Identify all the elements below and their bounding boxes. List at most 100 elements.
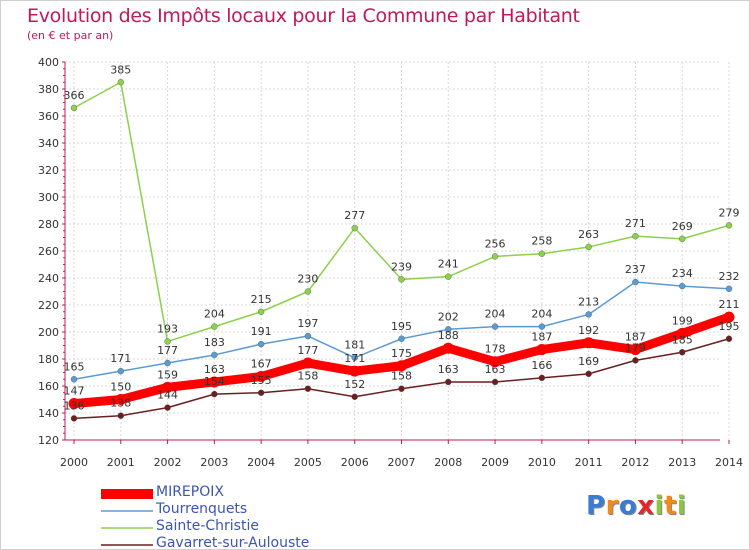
x-tick-label: 2001 — [107, 456, 135, 469]
legend-swatch-sainte-christie — [101, 527, 153, 529]
x-tick-label: 2013 — [668, 456, 696, 469]
data-label-gavarret-sur-aulouste: 154 — [204, 375, 225, 388]
logo-letter: r — [605, 491, 619, 521]
data-label-sainte-christie: 239 — [391, 260, 412, 273]
data-point-gavarret-sur-aulouste — [445, 378, 452, 386]
x-tick-label: 2002 — [154, 456, 182, 469]
data-label-mirepoix: 163 — [204, 363, 225, 376]
data-label-gavarret-sur-aulouste: 179 — [625, 341, 646, 354]
data-label-sainte-christie: 279 — [719, 206, 740, 219]
y-tick-label: 260 — [38, 245, 59, 258]
data-label-mirepoix: 188 — [438, 329, 459, 342]
data-label-sainte-christie: 258 — [531, 235, 552, 248]
data-point-sainte-christie — [585, 243, 592, 251]
data-label-mirepoix: 187 — [531, 331, 552, 344]
data-point-sainte-christie — [257, 308, 265, 315]
data-label-mirepoix: 199 — [672, 314, 693, 327]
data-label-sainte-christie: 256 — [485, 237, 506, 250]
y-tick-label: 360 — [38, 110, 59, 123]
data-label-sainte-christie: 366 — [64, 89, 85, 102]
x-tick-label: 2007 — [388, 456, 416, 469]
y-tick-label: 180 — [38, 353, 59, 366]
data-point-gavarret-sur-aulouste — [211, 390, 218, 398]
data-label-gavarret-sur-aulouste: 158 — [391, 370, 412, 383]
data-label-mirepoix: 192 — [578, 324, 599, 337]
logo-letter: i — [676, 491, 687, 521]
data-point-tourrenquets — [679, 282, 686, 290]
data-point-sainte-christie — [725, 222, 733, 229]
y-tick-label: 120 — [38, 434, 59, 447]
data-label-mirepoix: 187 — [625, 331, 646, 344]
data-point-sainte-christie — [211, 323, 218, 330]
chart-axes: 120 140 160 180 200 220 240 260 280 300 320 340 360 3… — [38, 56, 743, 469]
data-point-mirepoix — [68, 398, 80, 410]
legend-label-gavarret-sur-aulouste: Gavarret-sur-Aulouste — [156, 535, 310, 550]
data-label-mirepoix: 171 — [344, 352, 365, 365]
data-point-sainte-christie — [304, 288, 312, 295]
data-label-gavarret-sur-aulouste: 195 — [719, 320, 740, 333]
data-point-gavarret-sur-aulouste — [304, 385, 312, 392]
data-point-sainte-christie — [164, 338, 171, 345]
data-label-mirepoix: 175 — [391, 347, 412, 360]
x-tick-label: 2004 — [247, 456, 275, 469]
data-label-mirepoix: 150 — [110, 381, 131, 394]
logo-letter: i — [654, 491, 664, 521]
data-label-tourrenquets: 177 — [157, 344, 178, 357]
data-point-mirepoix — [442, 342, 454, 354]
y-tick-label: 320 — [38, 164, 59, 177]
data-label-mirepoix: 211 — [719, 298, 740, 311]
data-label-tourrenquets: 195 — [391, 320, 412, 333]
data-point-gavarret-sur-aulouste — [70, 415, 78, 422]
data-point-tourrenquets — [211, 351, 218, 359]
data-point-mirepoix — [536, 344, 548, 356]
data-label-tourrenquets: 204 — [531, 308, 552, 321]
legend-swatch-tourrenquets — [101, 510, 153, 512]
data-label-sainte-christie: 277 — [344, 209, 365, 222]
data-point-sainte-christie — [398, 276, 405, 283]
data-point-mirepoix — [396, 360, 407, 372]
data-label-gavarret-sur-aulouste: 138 — [110, 397, 131, 410]
data-point-tourrenquets — [632, 278, 639, 286]
data-point-mirepoix — [676, 327, 688, 339]
x-tick-label: 2014 — [715, 456, 743, 469]
data-point-mirepoix — [723, 311, 735, 323]
chart-data-labels: 366 385 193 204 215 230 277 239 241 256 258 263 271 2… — [64, 63, 740, 412]
legend-label-sainte-christie: Sainte-Christie — [156, 518, 259, 534]
data-point-sainte-christie — [445, 273, 452, 280]
data-point-tourrenquets — [725, 285, 733, 292]
data-label-gavarret-sur-aulouste: 166 — [531, 359, 552, 372]
data-point-sainte-christie — [351, 224, 358, 232]
data-point-sainte-christie — [491, 253, 499, 260]
data-label-gavarret-sur-aulouste: 185 — [672, 333, 693, 346]
legend-label-mirepoix: MIREPOIX — [156, 484, 224, 500]
data-point-tourrenquets — [70, 376, 78, 383]
data-point-gavarret-sur-aulouste — [398, 385, 405, 392]
data-label-gavarret-sur-aulouste: 144 — [157, 389, 178, 402]
logo-letter: P — [586, 491, 606, 521]
data-point-gavarret-sur-aulouste — [679, 349, 686, 356]
data-point-tourrenquets — [257, 340, 265, 348]
data-label-sainte-christie: 271 — [625, 217, 646, 230]
y-tick-label: 240 — [38, 272, 59, 285]
data-point-mirepoix — [255, 371, 267, 383]
data-label-tourrenquets: 237 — [625, 263, 646, 276]
data-point-gavarret-sur-aulouste — [257, 389, 265, 396]
y-tick-label: 300 — [38, 191, 59, 204]
data-label-mirepoix: 167 — [251, 358, 272, 371]
data-label-mirepoix: 147 — [64, 385, 85, 398]
x-tick-label: 2005 — [294, 456, 322, 469]
x-tick-label: 2011 — [575, 456, 603, 469]
logo-letter: o — [618, 491, 638, 521]
y-tick-label: 220 — [38, 299, 59, 312]
chart-title: Evolution des Impôts locaux pour la Comm… — [27, 5, 580, 27]
y-tick-label: 380 — [38, 83, 59, 96]
data-label-gavarret-sur-aulouste: 155 — [251, 374, 272, 387]
data-point-gavarret-sur-aulouste — [117, 412, 124, 419]
data-point-tourrenquets — [304, 332, 312, 340]
data-point-sainte-christie — [679, 235, 686, 243]
data-label-sainte-christie: 215 — [251, 293, 272, 306]
data-point-mirepoix — [629, 344, 641, 356]
legend-swatch-gavarret-sur-aulouste — [101, 544, 153, 546]
